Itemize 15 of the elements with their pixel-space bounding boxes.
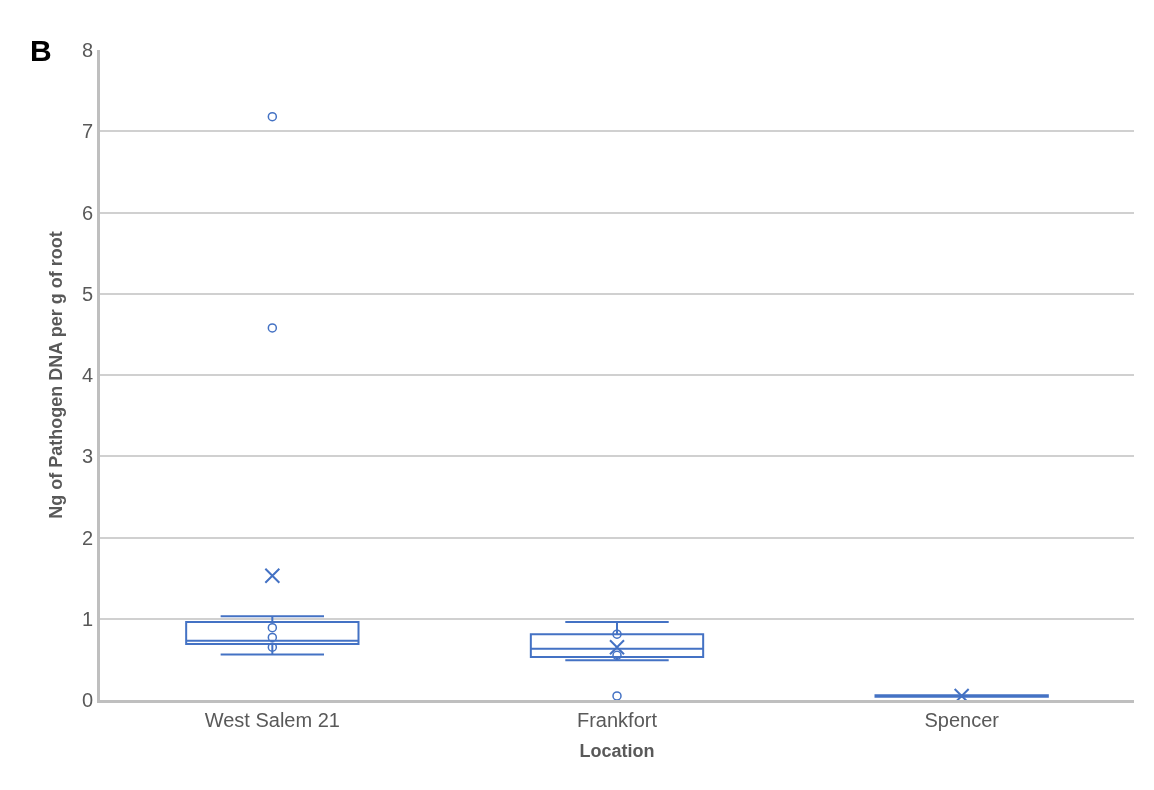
y-tick-label: 7 xyxy=(81,120,93,143)
y-tick-label: 5 xyxy=(81,282,93,305)
y-tick-label: 6 xyxy=(81,201,93,224)
chart-title: B xyxy=(30,34,52,67)
x-tick-label: Spencer xyxy=(924,709,1000,731)
y-tick-label: 2 xyxy=(81,526,93,549)
x-axis-title: Location xyxy=(579,741,655,762)
x-tick-label: West Salem 21 xyxy=(204,709,340,731)
y-tick-label: 0 xyxy=(81,689,93,711)
y-axis-title: Ng of Pathogen DNA per g of root xyxy=(46,231,67,519)
y-tick-label: 3 xyxy=(81,445,93,468)
y-tick-label: 1 xyxy=(81,607,93,630)
y-tick-label: 4 xyxy=(81,364,93,386)
x-tick-label: Frankfort xyxy=(576,709,658,731)
y-tick-label: 8 xyxy=(81,39,93,61)
